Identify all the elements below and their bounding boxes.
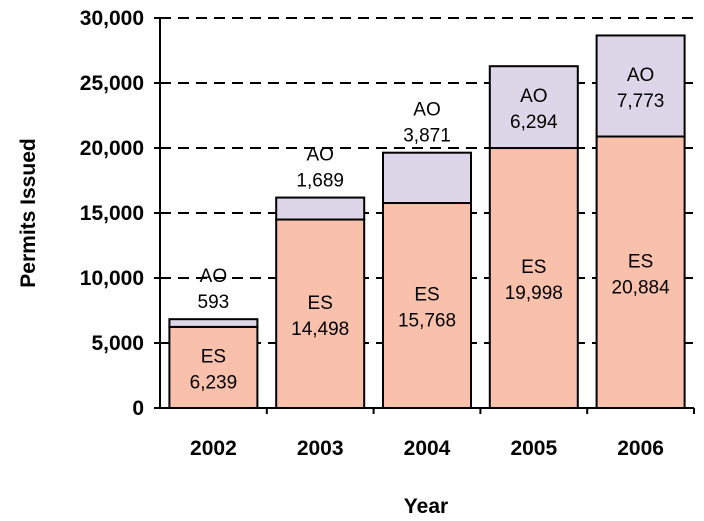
x-tick-labels: 2002 2003 2004 2005 2006 bbox=[190, 408, 695, 460]
data-label-value: 6,294 bbox=[510, 112, 558, 133]
data-label-value: 7,773 bbox=[617, 91, 665, 112]
data-label-value: 6,239 bbox=[190, 372, 238, 393]
bar-ao-2003 bbox=[275, 196, 366, 221]
data-labels: ES 6,239 AO 593 ES 14,498 AO 1,689 ES 15,768 AO 3,8… bbox=[190, 65, 670, 393]
y-tick-label: 25,000 bbox=[80, 72, 144, 95]
y-tick-label: 15,000 bbox=[80, 202, 144, 225]
y-axis-title: Permits Issued bbox=[17, 138, 40, 287]
data-label-series: ES bbox=[201, 346, 226, 367]
bar-ao-2005 bbox=[488, 65, 579, 150]
data-label-value: 20,884 bbox=[612, 277, 671, 298]
data-label-value: 14,498 bbox=[291, 319, 349, 340]
bar-es-2002 bbox=[168, 325, 259, 410]
y-tick-label: 20,000 bbox=[80, 137, 144, 160]
data-label-series: AO bbox=[520, 86, 547, 107]
data-label-series: AO bbox=[413, 100, 440, 121]
bar-es-2003 bbox=[275, 218, 366, 409]
x-axis-title: Year bbox=[404, 495, 448, 518]
y-tick-label: 10,000 bbox=[80, 267, 144, 290]
x-tick-label: 2003 bbox=[297, 437, 344, 460]
bar-es-2006 bbox=[595, 135, 686, 409]
bar-ao-2002 bbox=[168, 318, 259, 328]
y-tick-label: 5,000 bbox=[91, 332, 144, 355]
bar-ao-2004 bbox=[382, 151, 472, 205]
y-tick-labels: 0 5,000 10,000 15,000 20,000 25,000 30,000 bbox=[80, 7, 160, 420]
bar-es-2005 bbox=[488, 147, 579, 409]
bar-ao-2006 bbox=[595, 34, 686, 138]
y-tick-label: 30,000 bbox=[80, 7, 144, 30]
data-label-series: ES bbox=[308, 293, 333, 314]
data-label-value: 3,871 bbox=[403, 126, 451, 147]
x-tick-label: 2006 bbox=[617, 437, 664, 460]
data-label-series: AO bbox=[200, 266, 227, 287]
data-label-series: AO bbox=[306, 145, 333, 166]
y-tick-label: 0 bbox=[132, 397, 144, 420]
data-label-value: 15,768 bbox=[398, 311, 456, 332]
data-label-value: 19,998 bbox=[505, 283, 563, 304]
data-label-series: ES bbox=[521, 257, 546, 278]
data-label-value: 1,689 bbox=[296, 171, 344, 192]
x-tick-label: 2002 bbox=[190, 437, 237, 460]
data-label-series: ES bbox=[414, 285, 439, 306]
data-label-series: AO bbox=[627, 65, 654, 86]
x-tick-label: 2004 bbox=[404, 437, 451, 460]
bars bbox=[168, 34, 686, 410]
data-label-series: ES bbox=[628, 251, 653, 272]
data-label-value: 593 bbox=[198, 292, 230, 313]
x-tick-label: 2005 bbox=[510, 437, 557, 460]
